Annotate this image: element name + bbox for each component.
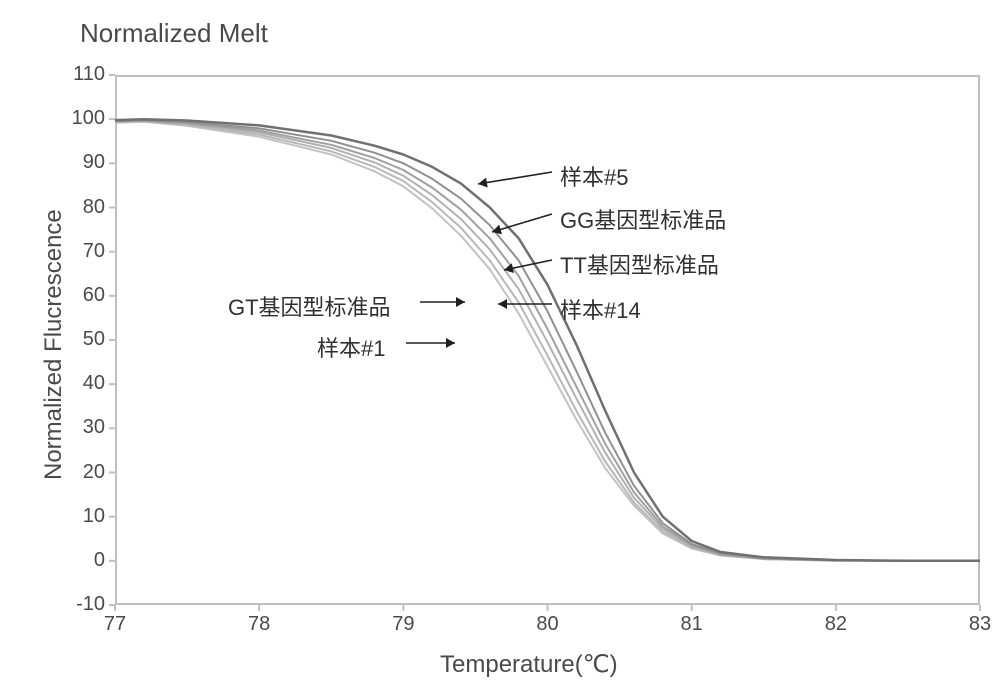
annotation-label: 样本#5 [560,160,628,192]
annotation-label: 样本#1 [317,331,385,363]
series-group [115,119,980,561]
annotation-label: TT基因型标准品 [560,248,719,280]
chart-container: Normalized Melt Normalized Flucrescence … [0,0,1000,698]
series-line [115,121,980,561]
annotation-label: GT基因型标准品 [228,290,391,322]
annotation-label: 样本#14 [560,293,641,325]
annotation-label: GG基因型标准品 [560,203,726,235]
series-line [115,119,980,561]
tick-marks [109,75,980,611]
plot-svg [0,0,1000,698]
